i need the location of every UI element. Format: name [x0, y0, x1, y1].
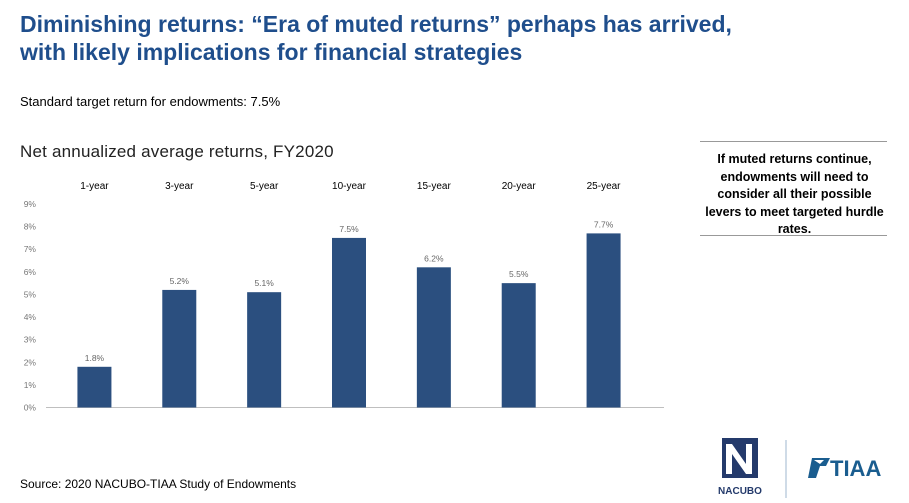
- data-label: 6.2%: [424, 253, 444, 263]
- y-tick-label: 3%: [24, 335, 37, 345]
- bar: [501, 283, 536, 408]
- data-label: 1.8%: [85, 353, 105, 363]
- data-label: 7.5%: [339, 224, 359, 234]
- callout-text: If muted returns continue, endowments wi…: [705, 152, 884, 236]
- bar: [332, 237, 366, 408]
- chart-title: Net annualized average returns, FY2020: [20, 142, 334, 161]
- slide-title-line-1: Diminishing returns: “Era of muted retur…: [20, 11, 732, 37]
- source-note: Source: 2020 NACUBO-TIAA Study of Endowm…: [20, 477, 297, 491]
- y-tick-label: 5%: [24, 289, 37, 299]
- bar: [77, 366, 112, 408]
- bar: [247, 292, 282, 408]
- footer-logos: NACUBO TIAA: [718, 438, 881, 498]
- nacubo-logo: NACUBO: [718, 438, 762, 497]
- category-label: 5-year: [250, 181, 279, 192]
- slide-title-line-2: with likely implications for financial s…: [20, 39, 523, 65]
- data-label: 5.2%: [170, 276, 190, 286]
- tiaa-wordmark: TIAA: [830, 456, 881, 481]
- y-tick-label: 2%: [24, 357, 37, 367]
- data-label: 5.1%: [254, 278, 274, 288]
- y-tick-label: 9%: [24, 199, 37, 209]
- bar: [586, 233, 621, 408]
- y-tick-label: 0%: [24, 403, 37, 413]
- y-tick-label: 7%: [24, 244, 37, 254]
- bar: [162, 289, 197, 408]
- y-tick-label: 4%: [24, 312, 37, 322]
- category-label: 25-year: [587, 181, 622, 192]
- category-label: 1-year: [80, 181, 109, 192]
- slide-title: Diminishing returns: “Era of muted retur…: [20, 10, 880, 66]
- nacubo-wordmark: NACUBO: [718, 486, 762, 497]
- target-return-subtitle: Standard target return for endowments: 7…: [20, 94, 281, 109]
- bar-chart: 0% 1% 2% 3% 4% 5% 6% 7% 8% 9% 1-year 1.8% 3-year 5.2%…: [24, 181, 664, 413]
- category-label: 20-year: [502, 181, 537, 192]
- y-tick-label: 8%: [24, 222, 37, 232]
- bar: [416, 267, 451, 408]
- callout-box: If muted returns continue, endowments wi…: [700, 141, 887, 236]
- y-tick-label: 1%: [24, 380, 37, 390]
- category-label: 15-year: [417, 181, 452, 192]
- category-label: 3-year: [165, 181, 194, 192]
- data-label: 7.7%: [594, 219, 614, 229]
- y-tick-label: 6%: [24, 267, 37, 277]
- data-label: 5.5%: [509, 269, 529, 279]
- tiaa-logo: TIAA: [808, 456, 881, 481]
- category-label: 10-year: [332, 181, 367, 192]
